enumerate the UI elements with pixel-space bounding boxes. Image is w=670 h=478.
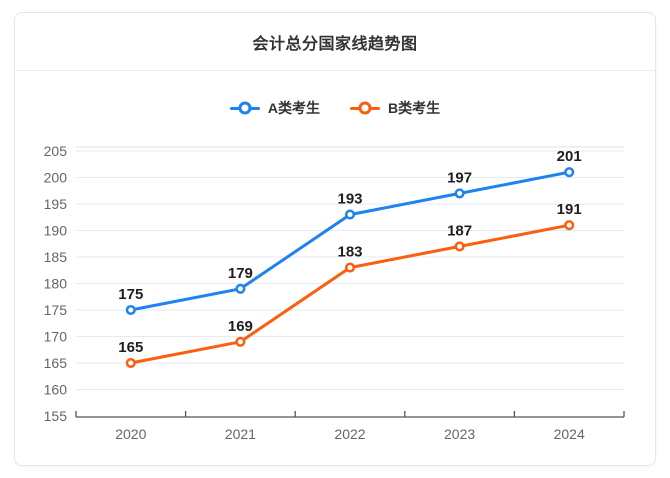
x-axis (75, 411, 625, 418)
svg-text:190: 190 (44, 223, 68, 239)
chart-header: 会计总分国家线趋势图 (15, 13, 655, 71)
svg-text:2022: 2022 (334, 426, 365, 442)
data-label: 197 (447, 169, 472, 186)
data-label: 179 (228, 265, 253, 282)
series-A类考生: 175 179 193 197 201 (118, 148, 582, 316)
gridlines (76, 146, 624, 390)
svg-text:200: 200 (44, 170, 68, 186)
svg-text:180: 180 (44, 276, 68, 292)
svg-text:2023: 2023 (444, 426, 475, 442)
data-label: 165 (118, 339, 143, 356)
line-circle-marker-icon (229, 101, 260, 115)
data-point (344, 262, 356, 273)
legend: A类考生 B类考生 (15, 97, 655, 119)
data-label: 187 (447, 222, 472, 239)
legend-item-a[interactable]: A类考生 (229, 98, 320, 118)
trend-line-chart: 2020 2021 2022 2023 2024 155 160 165 170 175 180 18… (44, 143, 625, 442)
svg-text:195: 195 (44, 196, 68, 212)
data-point (564, 220, 575, 231)
svg-text:175: 175 (44, 302, 68, 318)
chart-card: 会计总分国家线趋势图 A类考生 B类考生 2020 2021 2022 2023 202… (14, 12, 656, 466)
svg-text:205: 205 (44, 143, 68, 159)
data-point (454, 188, 465, 199)
y-axis-labels: 155 160 165 170 175 180 185 190 195 200 205 (44, 143, 68, 424)
data-label: 193 (337, 191, 362, 208)
line-circle-marker-icon (350, 101, 380, 115)
data-label: 169 (228, 318, 253, 335)
svg-text:2021: 2021 (225, 426, 256, 442)
data-point (454, 241, 465, 252)
x-axis-labels: 2020 2021 2022 2023 2024 (115, 426, 585, 442)
data-point (564, 167, 575, 178)
svg-text:155: 155 (44, 408, 68, 424)
data-point (344, 209, 356, 220)
data-point (125, 304, 136, 316)
data-label: 175 (118, 286, 143, 303)
legend-label-a: A类考生 (267, 100, 320, 116)
svg-text:165: 165 (44, 355, 68, 371)
svg-text:170: 170 (44, 329, 68, 345)
svg-text:160: 160 (44, 382, 68, 398)
data-point (235, 336, 246, 347)
data-point (235, 283, 246, 294)
data-point (125, 357, 136, 369)
legend-item-b[interactable]: B类考生 (350, 98, 440, 118)
svg-text:2020: 2020 (115, 426, 146, 442)
data-label: 191 (557, 201, 582, 218)
svg-text:185: 185 (44, 249, 68, 265)
svg-text:2024: 2024 (554, 426, 585, 442)
legend-label-b: B类考生 (388, 100, 441, 116)
series-B类考生: 165 169 183 187 191 (118, 201, 582, 369)
data-label: 201 (557, 148, 582, 165)
chart-title: 会计总分国家线趋势图 (252, 35, 418, 53)
data-label: 183 (337, 244, 362, 261)
chart-body: A类考生 B类考生 2020 2021 2022 2023 2024 155 160 165 1… (15, 97, 655, 455)
